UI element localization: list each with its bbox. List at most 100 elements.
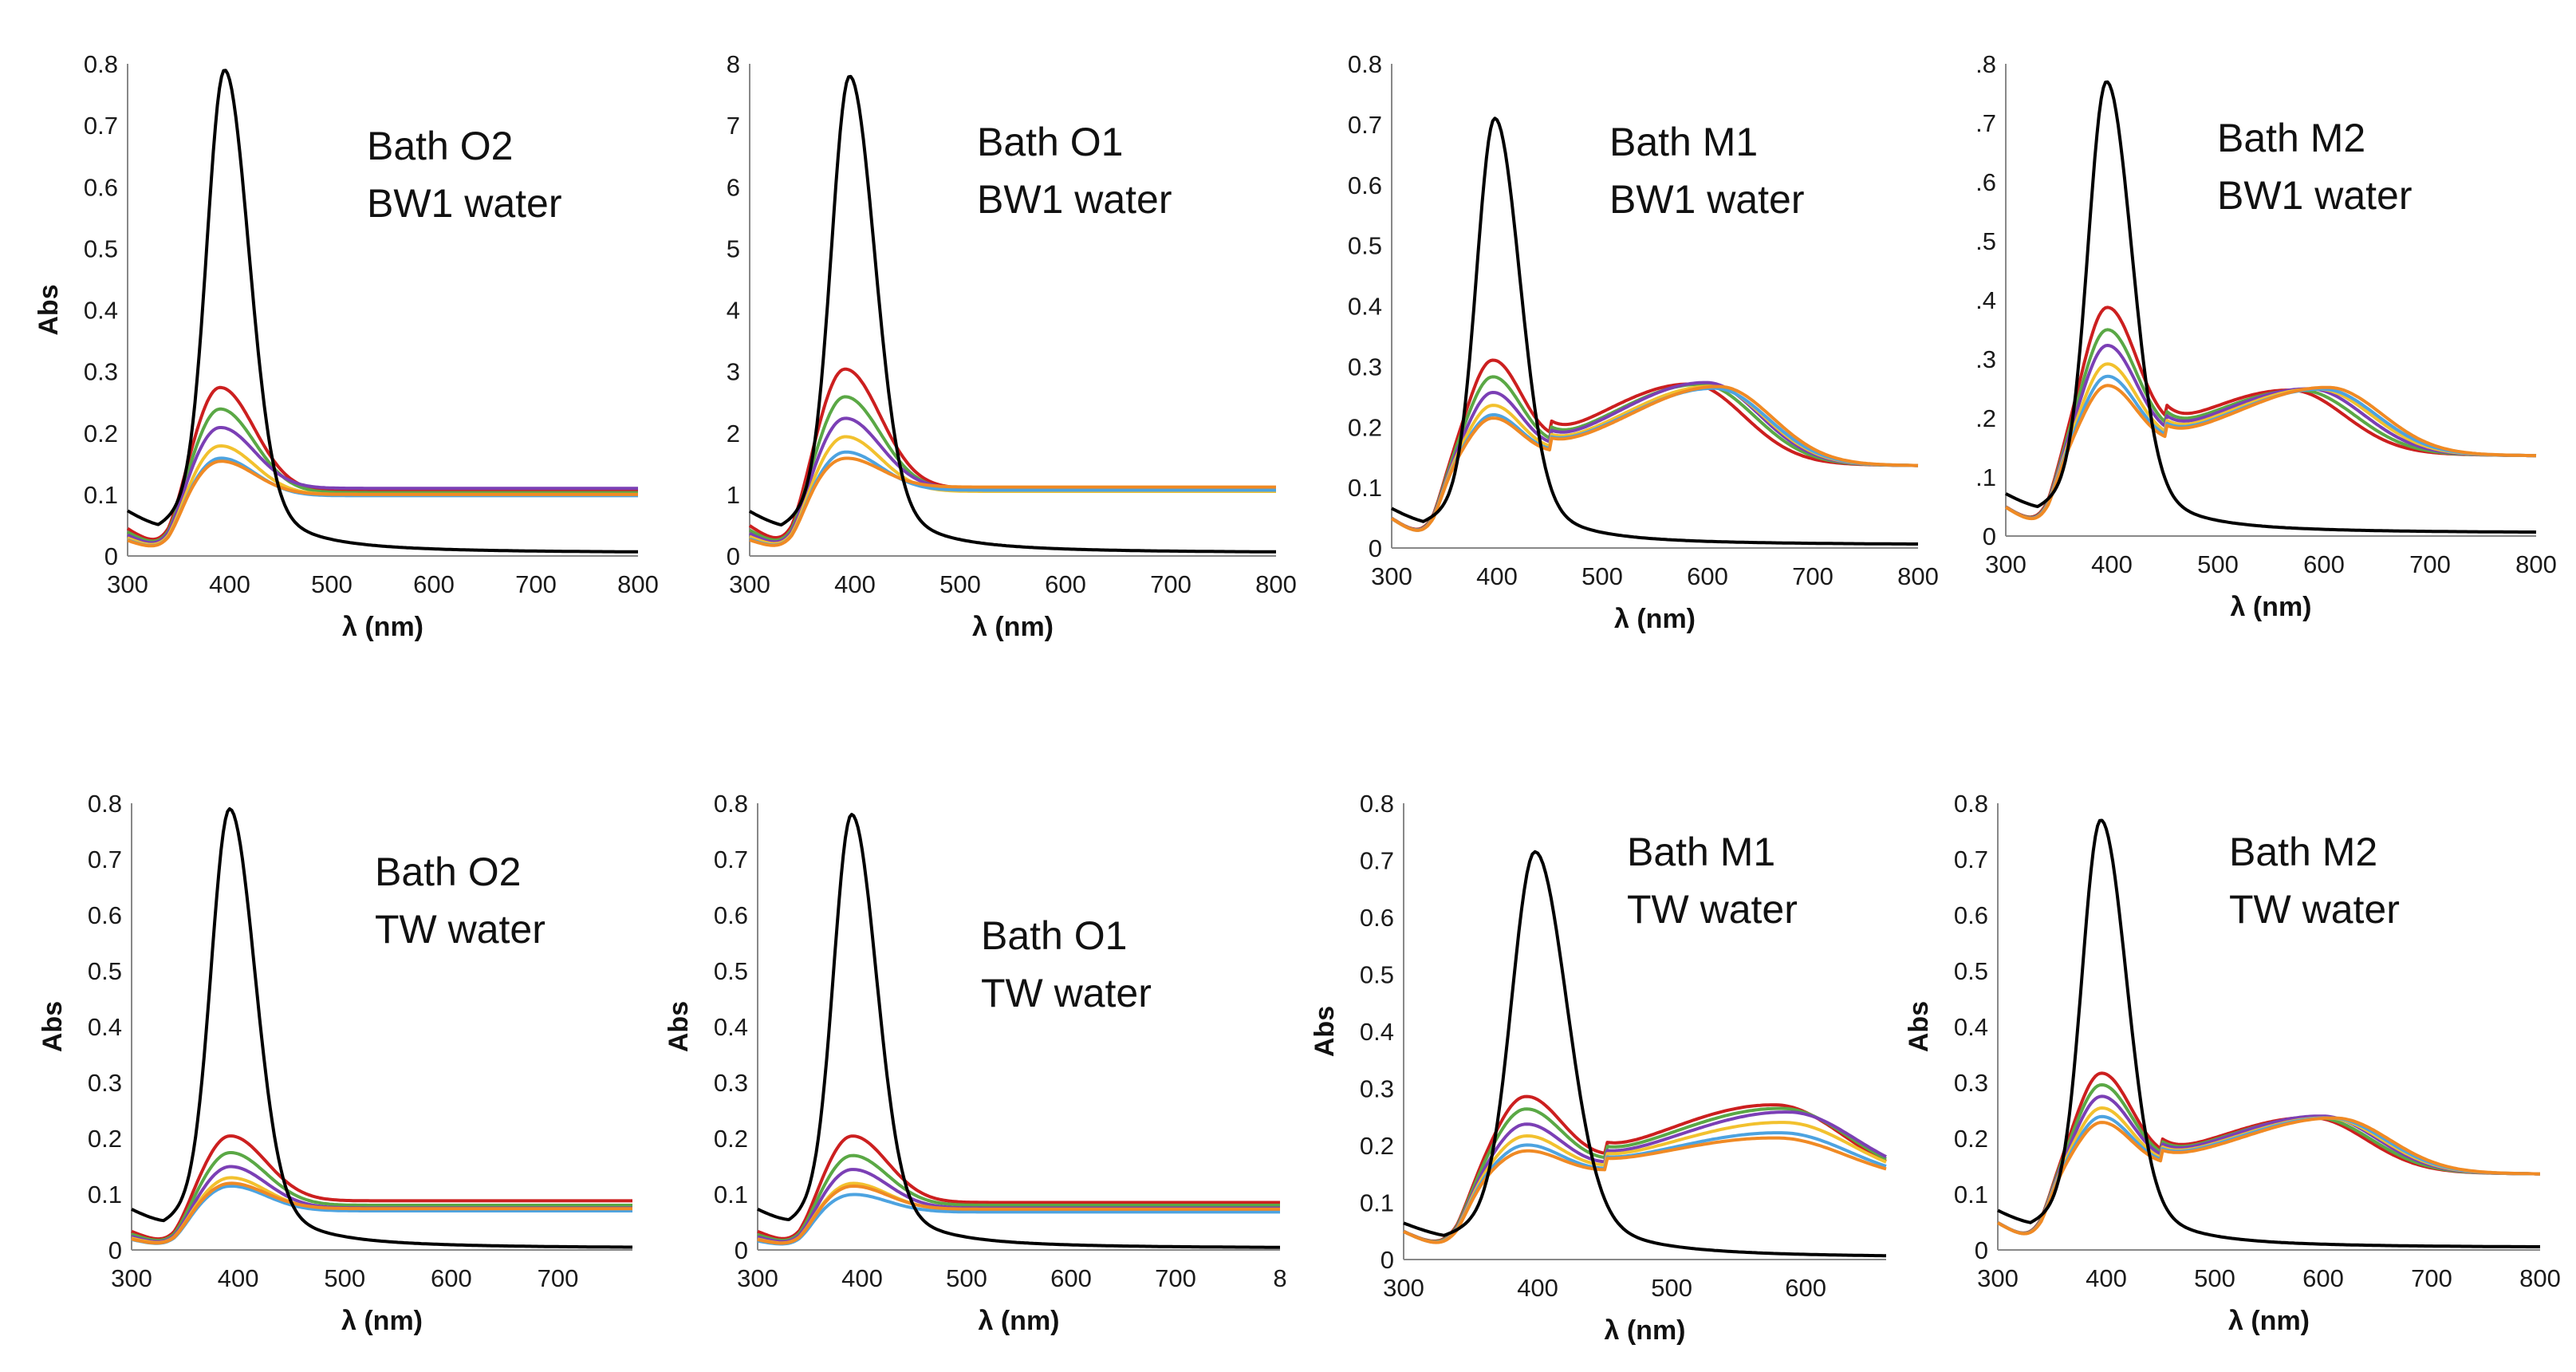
y-tick-label: 7 <box>727 112 740 140</box>
series-line-reference <box>757 813 1280 1249</box>
y-tick-label: 3 <box>727 358 740 386</box>
y-tick-label: 0.1 <box>1360 1189 1394 1217</box>
series-line-reference <box>131 807 632 1249</box>
x-axis-label: λ (nm) <box>342 612 423 642</box>
y-tick-label: 0.4 <box>1360 1018 1394 1046</box>
x-tick-label: 600 <box>1687 562 1728 590</box>
y-tick-label: 0.3 <box>88 1069 122 1097</box>
y-tick-label: .2 <box>1975 404 1996 432</box>
x-tick-label: 600 <box>2302 1264 2344 1292</box>
chart-annotation: Bath O2 <box>375 850 521 894</box>
chart-annotation: BW1 water <box>367 181 562 226</box>
x-tick-label: 700 <box>515 570 557 598</box>
chart-annotation: TW water <box>375 907 546 952</box>
y-tick-label: 1 <box>727 481 740 509</box>
chart-panel-6: 0 0.1 0.2 0.3 0.4 0.5 0.6 0.7 0.8 300 400 500 600 700… <box>664 790 1287 1336</box>
series-line-run-3 <box>127 426 638 545</box>
x-tick-label: 500 <box>1651 1274 1692 1302</box>
series-line-run-2 <box>757 1153 1280 1242</box>
chart-annotation: Bath O2 <box>367 124 513 168</box>
y-tick-label: 0.1 <box>1348 474 1382 502</box>
x-tick-label: 800 <box>1897 562 1939 590</box>
y-tick-label: 0.2 <box>714 1125 748 1153</box>
y-tick-label: 0.4 <box>84 297 118 325</box>
x-tick-label: 700 <box>1155 1264 1196 1292</box>
y-axis-label: Abs <box>37 1001 68 1052</box>
series-line-run-2 <box>127 407 638 543</box>
x-tick-label: 700 <box>1792 562 1834 590</box>
series-line-run-5 <box>131 1184 632 1245</box>
x-tick-label: 300 <box>1977 1264 2019 1292</box>
chart-annotation: TW water <box>1627 887 1798 932</box>
x-tick-label: 600 <box>1785 1274 1826 1302</box>
y-tick-label: 0 <box>727 542 740 570</box>
chart-annotation: Bath M1 <box>1627 830 1775 874</box>
y-tick-label: 0.6 <box>1348 172 1382 199</box>
y-tick-label: 0.5 <box>1348 232 1382 260</box>
y-tick-label: 6 <box>727 173 740 201</box>
y-tick-label: .5 <box>1975 227 1996 255</box>
y-tick-label: 0.5 <box>84 235 118 262</box>
y-tick-label: 8 <box>727 50 740 78</box>
chart-annotation: Bath M2 <box>2229 830 2377 874</box>
x-tick-label: 600 <box>1045 570 1086 598</box>
chart-annotation: Bath O1 <box>981 913 1127 958</box>
series-line-run-6 <box>757 1185 1280 1245</box>
chart-panel-2: 0 1 2 3 4 5 6 7 8 300 400 500 600 700 800 λ (nm) Bath O1… <box>727 50 1297 642</box>
x-tick-label: 700 <box>1150 570 1191 598</box>
x-tick-label: 500 <box>939 570 981 598</box>
series-line-run-1 <box>748 367 1276 539</box>
x-tick-label: 400 <box>841 1264 883 1292</box>
x-tick-label: 500 <box>2194 1264 2235 1292</box>
series-line-run-6 <box>1390 384 1919 532</box>
y-tick-label: 0.6 <box>84 173 118 201</box>
chart-annotation: BW1 water <box>1609 177 1805 222</box>
y-tick-label: 0.7 <box>88 846 122 873</box>
y-tick-label: 0 <box>1983 522 1996 550</box>
y-axis-label: Abs <box>33 284 64 335</box>
x-axis-label: λ (nm) <box>1614 604 1696 634</box>
chart-annotation: BW1 water <box>977 177 1172 222</box>
chart-panel-3: 0 0.1 0.2 0.3 0.4 0.5 0.6 0.7 0.8 300 400 500 600 700… <box>1348 50 1939 634</box>
x-tick-label: 400 <box>2086 1264 2127 1292</box>
y-tick-label: 0.3 <box>1360 1075 1394 1103</box>
y-tick-label: 0.8 <box>88 790 122 818</box>
y-tick-label: .8 <box>1975 50 1996 78</box>
y-tick-label: 0.8 <box>714 790 748 818</box>
y-tick-label: 0.2 <box>88 1125 122 1153</box>
y-tick-label: 0.2 <box>1360 1132 1394 1160</box>
series-line-run-5 <box>749 450 1276 547</box>
series-line-run-6 <box>127 459 638 548</box>
y-tick-label: 0 <box>1975 1236 1988 1264</box>
x-tick-label: 400 <box>2091 550 2133 578</box>
series-line-run-1 <box>131 1134 632 1241</box>
y-tick-label: 0.5 <box>714 957 748 985</box>
series-line-run-6 <box>1403 1136 1887 1244</box>
y-tick-label: 0.5 <box>1360 961 1394 989</box>
chart-panel-4: 0 .1 .2 .3 .4 .5 .6 .7 .8 300 400 500 600 700 800 λ (nm… <box>1975 50 2557 622</box>
y-tick-label: 0.6 <box>1360 904 1394 932</box>
series-line-reference <box>1391 116 1918 546</box>
series-line-run-2 <box>131 1151 632 1242</box>
y-tick-label: .3 <box>1975 345 1996 373</box>
y-tick-label: 2 <box>727 420 740 447</box>
x-tick-label: 700 <box>2409 550 2451 578</box>
y-tick-label: 0 <box>735 1236 748 1264</box>
series-line-reference <box>1403 850 1886 1258</box>
x-tick-label: 600 <box>413 570 455 598</box>
x-tick-label: 400 <box>1517 1274 1558 1302</box>
chart-panel-1: 0 0.1 0.2 0.3 0.4 0.5 0.6 0.7 0.8 300 400 500 600 700… <box>33 50 659 642</box>
x-axis-label: λ (nm) <box>972 612 1054 642</box>
series-line-run-6 <box>749 456 1276 547</box>
y-axis-label: Abs <box>1310 1006 1340 1057</box>
x-tick-label: 300 <box>107 570 148 598</box>
series-line-run-6 <box>1996 1116 2540 1236</box>
y-tick-label: 0.7 <box>1360 847 1394 875</box>
series-line-run-6 <box>2004 384 2537 521</box>
x-tick-label: 300 <box>1371 562 1412 590</box>
y-tick-label: 0.2 <box>1348 413 1382 441</box>
y-tick-label: 0.5 <box>88 957 122 985</box>
x-axis-label: λ (nm) <box>2231 592 2312 622</box>
y-axis-label: Abs <box>664 1001 694 1052</box>
x-tick-label: 800 <box>2515 550 2557 578</box>
